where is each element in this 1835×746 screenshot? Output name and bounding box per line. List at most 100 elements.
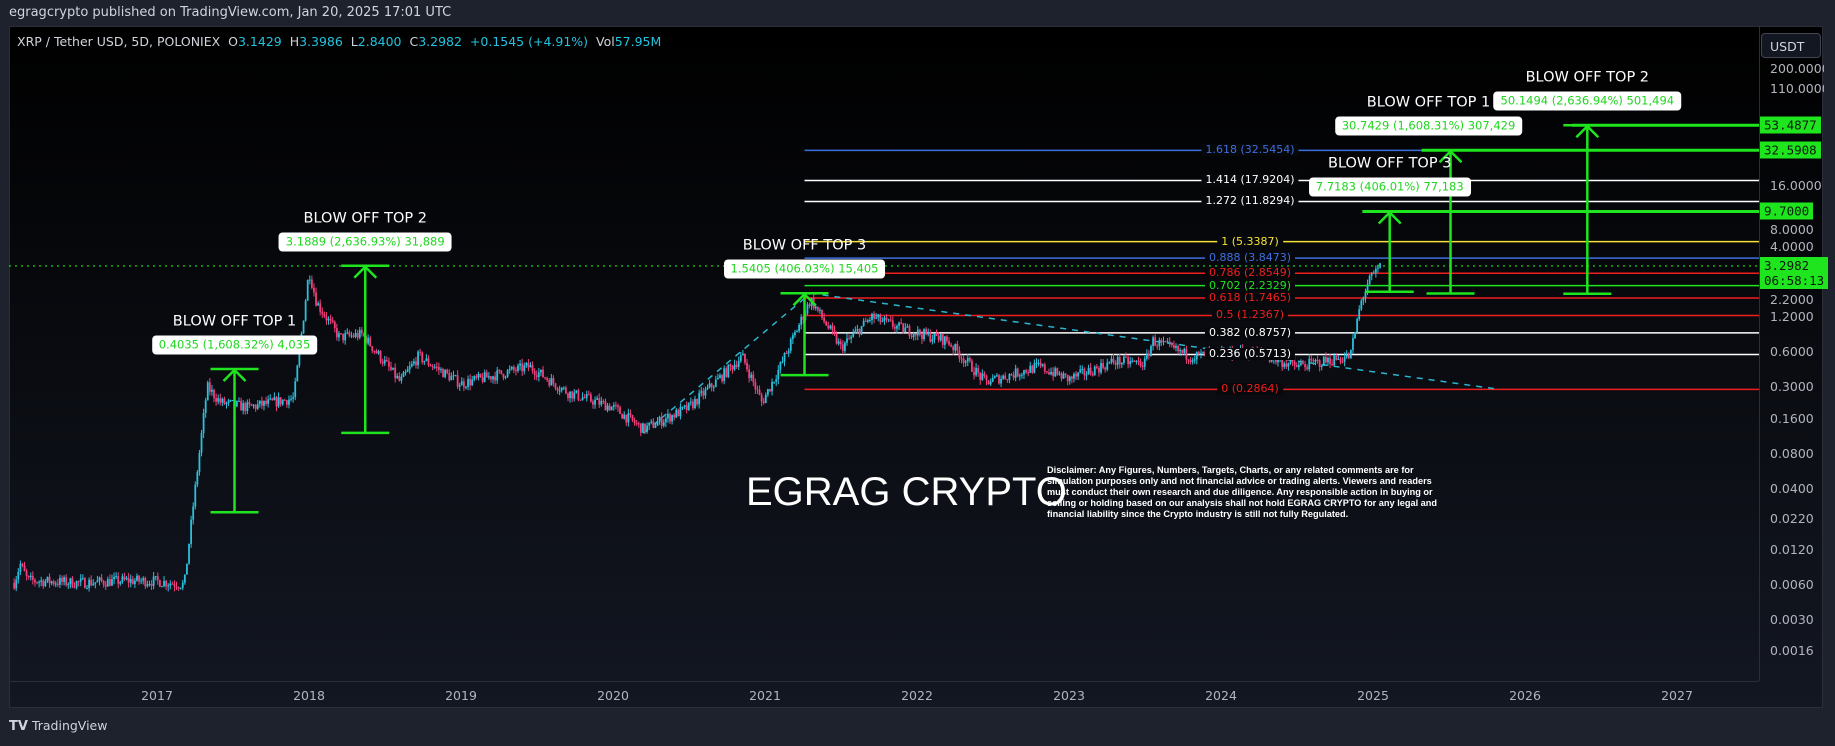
candle-body [144,578,147,587]
candle-body [198,452,201,473]
candle-body [261,400,263,406]
candle-body [1191,360,1194,362]
candle-body [1316,360,1319,362]
candle-body [471,379,474,386]
candle-body [423,360,426,363]
candle-body [577,390,580,400]
candle-body [814,306,817,309]
candle-body [98,577,101,581]
candle-body [1025,370,1027,373]
candle-body [698,392,701,405]
candle-body [425,358,428,361]
candle-body [1364,291,1367,298]
candle-body [19,563,22,572]
candle-body [652,421,655,428]
candle-body [206,382,209,401]
candle-body [889,319,892,321]
watermark-text: EGRAG CRYPTO [746,470,1067,514]
candle-body [529,365,532,368]
candle-body [225,402,228,405]
candle-body [277,397,280,407]
candle-body [433,366,436,368]
candle-body [1058,373,1061,375]
candle-body [987,380,990,385]
candle-body [248,402,251,405]
candle-body [115,575,118,577]
candle-body [835,333,838,344]
blow-off-top-title: BLOW OFF TOP 3 [742,237,867,254]
candle-body [819,309,821,311]
candle-body [158,580,161,587]
candle-body [754,381,757,390]
candle-body [912,334,915,337]
blow-off-top-title: BLOW OFF TOP 3 [1328,155,1452,172]
candle-body [404,371,407,373]
disclaimer-text: Disclaimer: Any Figures, Numbers, Target… [1047,465,1438,519]
candle-body [173,584,176,587]
candle-body [943,336,946,345]
candle-body [896,325,898,329]
candle-body [654,425,657,428]
candle-body [100,577,103,582]
currency-button[interactable]: USDT [1761,33,1821,58]
symbol-title[interactable]: XRP / Tether USD, 5D, POLONIEX [17,34,221,49]
candle-body [983,373,986,376]
candle-body [271,398,274,401]
candle-body [138,575,140,582]
candle-body [494,376,497,381]
candle-body [1175,345,1177,348]
candle-body [602,400,605,402]
candle-body [69,578,72,585]
chart-pane[interactable] [9,26,1823,708]
candle-body [244,403,247,412]
publish-header: egragcrypto published on TradingView.com… [0,0,1835,26]
candle-body [181,582,184,588]
candle-body [1104,367,1107,370]
candle-body [304,300,307,321]
tradingview-logo-icon: TV [9,719,28,734]
fib-level-label: 1.272 (11.8294) [1201,195,1299,208]
candle-body [989,381,992,385]
candle-body [744,353,746,363]
candle-body [296,365,299,382]
candle-body [960,358,963,360]
candle-body [1091,373,1094,376]
candle-body [739,355,742,362]
candle-body [977,367,980,373]
candle-body [860,325,863,335]
candle-body [1098,367,1100,373]
candle-body [298,348,301,366]
publish-info: egragcrypto published on TradingView.com… [9,5,452,20]
candle-body [531,365,534,371]
candle-body [313,287,315,293]
candle-body [394,367,397,378]
price-axis[interactable]: 200.0000 110.0000 16.0000 8.0000 4.0000 2.200… [1759,26,1824,681]
target-price-label: 32.5908 [1760,141,1821,159]
candle-body [669,413,671,422]
candle-body [327,318,330,321]
candle-body [1004,375,1007,380]
candle-body [573,392,576,399]
candle-body [964,361,967,363]
tradingview-logo[interactable]: TV TradingView [9,718,107,734]
candle-body [444,369,447,378]
candle-body [175,586,178,588]
candle-body [1370,273,1373,276]
candle-body [696,399,698,405]
candle-body [764,394,767,403]
time-axis[interactable]: 2017 2018 2019 2020 2021 2022 2023 2024 2025 2026… [9,681,1759,709]
candle-body [821,309,823,318]
fib-level-label: 1.618 (32.5454) [1201,144,1299,157]
candle-body [1114,362,1117,365]
candle-body [188,543,190,564]
candle-body [517,365,519,371]
candle-body [452,375,455,377]
candle-body [285,400,288,405]
candle-body [639,423,642,433]
candle-body [887,319,890,321]
candle-body [952,346,955,351]
measure-value-box: 3.1889 (2,636.93%) 31,889 [278,232,452,252]
candle-body [227,400,230,403]
time-tick-label: 2019 [445,688,477,703]
candle-body [498,370,501,372]
